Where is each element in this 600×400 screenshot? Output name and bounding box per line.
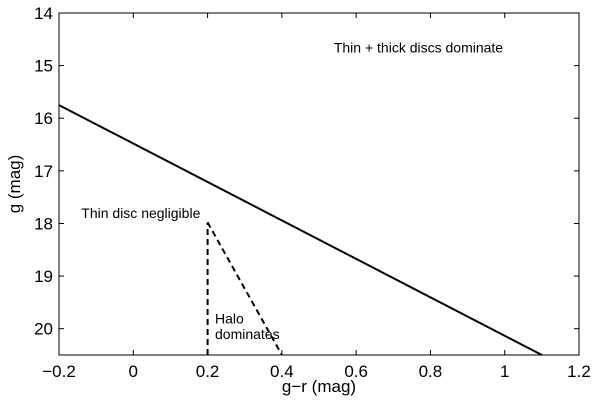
plot-area (58, 12, 580, 356)
x-axis-label: g−r (mag) (282, 377, 356, 396)
y-axis-ticks: 14 15 16 17 18 19 20 (34, 4, 579, 339)
chart-annotation: Thin disc negligible (81, 205, 200, 221)
chart-annotation: Thin + thick discs dominate (334, 39, 503, 55)
x-tick-label: 0 (129, 362, 138, 381)
dashed-boundary-line (206, 221, 283, 356)
x-tick-label: 1 (500, 362, 509, 381)
x-tick-label: 0.4 (270, 362, 294, 381)
y-tick-label: 17 (34, 162, 53, 181)
x-tick-label: 1.2 (567, 362, 591, 381)
annotation-layer: Thin + thick discs dominate Thin disc neg… (81, 39, 503, 342)
chart-annotation: dominates (215, 326, 280, 342)
x-axis-ticks: −0.2 0 0.2 0.4 0.6 0.8 1 1.2 (42, 13, 591, 381)
y-axis-label: g (mag) (5, 155, 24, 214)
series-layer (58, 104, 543, 356)
chart-annotation: Halo (215, 310, 244, 326)
y-tick-label: 15 (34, 57, 53, 76)
y-tick-label: 14 (34, 4, 53, 23)
y-tick-label: 20 (34, 320, 53, 339)
solid-boundary-line (58, 104, 543, 356)
x-tick-label: 0.2 (196, 362, 220, 381)
x-tick-label: 0.8 (419, 362, 443, 381)
y-tick-label: 19 (34, 267, 53, 286)
y-tick-label: 18 (34, 214, 53, 233)
x-tick-label: 0.6 (344, 362, 368, 381)
x-tick-label: −0.2 (42, 362, 76, 381)
y-tick-label: 16 (34, 109, 53, 128)
